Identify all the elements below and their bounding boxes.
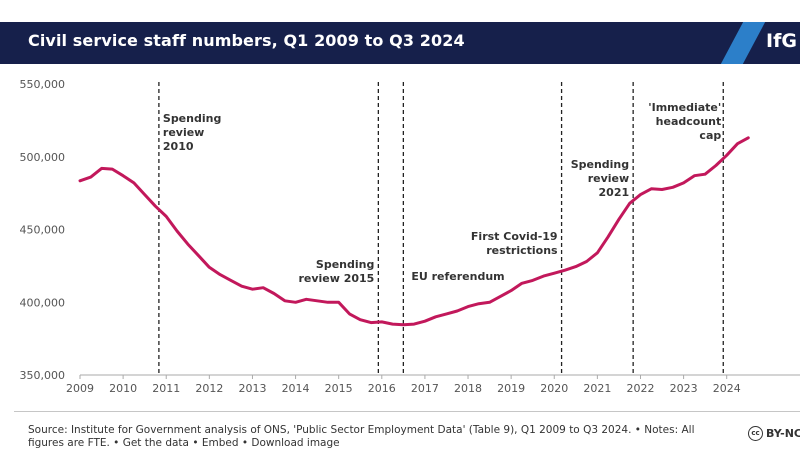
annotation-label: restrictions [486, 244, 558, 257]
annotation-label: review [163, 126, 204, 139]
x-tick-label: 2011 [152, 382, 180, 395]
source-note: Source: Institute for Government analysi… [28, 424, 695, 449]
x-tick-label: 2023 [670, 382, 698, 395]
annotation-label: 2021 [599, 186, 630, 199]
x-tick-label: 2018 [454, 382, 482, 395]
x-tick-label: 2019 [497, 382, 525, 395]
x-tick-label: 2010 [109, 382, 137, 395]
logo-stripe [720, 22, 766, 64]
y-tick-label: 450,000 [20, 224, 66, 237]
series-line [78, 136, 750, 327]
annotation-label: Spending [571, 158, 629, 171]
x-tick-label: 2014 [282, 382, 310, 395]
annotation-label: headcount [656, 115, 722, 128]
annotation-label: cap [699, 129, 721, 142]
x-tick-label: 2017 [411, 382, 439, 395]
y-tick-label: 400,000 [20, 296, 66, 309]
x-tick-label: 2013 [238, 382, 266, 395]
x-tick-label: 2009 [66, 382, 94, 395]
annotation-label: Spending [163, 112, 221, 125]
chart-title: Civil service staff numbers, Q1 2009 to … [28, 31, 465, 50]
annotation-label: 2010 [163, 140, 194, 153]
x-tick-label: 2016 [368, 382, 396, 395]
license-label: BY-NC [766, 427, 800, 440]
license-badge[interactable]: cc BY-NC [748, 426, 800, 442]
annotation-label: review 2015 [298, 272, 374, 285]
x-tick-label: 2015 [325, 382, 353, 395]
x-tick-label: 2022 [626, 382, 654, 395]
y-tick-label: 350,000 [20, 369, 66, 382]
x-tick-label: 2024 [713, 382, 741, 395]
ifg-logo: IfG [766, 30, 797, 52]
annotation-label: EU referendum [411, 270, 504, 283]
cc-icon: cc [748, 426, 763, 441]
x-tick-label: 2012 [195, 382, 223, 395]
y-tick-label: 550,000 [20, 78, 66, 91]
y-tick-label: 500,000 [20, 151, 66, 164]
chart-header: Civil service staff numbers, Q1 2009 to … [0, 22, 800, 64]
x-tick-label: 2021 [583, 382, 611, 395]
annotation-label: First Covid-19 [471, 230, 558, 243]
annotation-label: 'Immediate' [648, 101, 721, 114]
annotation-label: review [588, 172, 629, 185]
x-tick-label: 2020 [540, 382, 568, 395]
footer-divider [14, 411, 800, 412]
line-chart: 350,000 400,000 450,000 500,000 550,000 2009 2… [20, 78, 800, 395]
annotation-label: Spending [316, 258, 374, 271]
